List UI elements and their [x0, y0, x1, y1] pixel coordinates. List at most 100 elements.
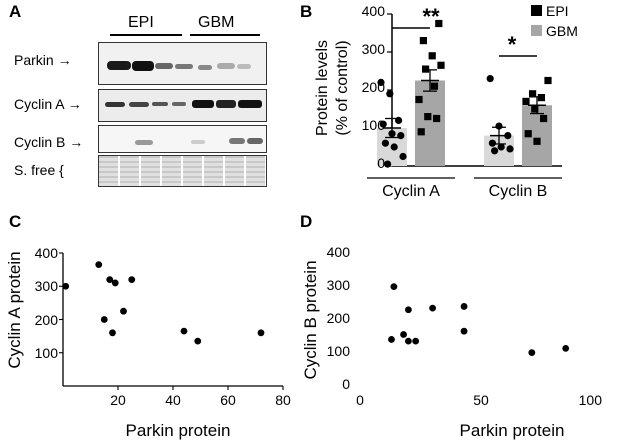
panel-label-d: D	[300, 212, 313, 231]
point-epi-1-0	[486, 75, 494, 83]
significance-label-0: **	[422, 4, 440, 29]
scatter-d-point-0	[388, 336, 395, 343]
scatter-d-xtick-label-0: 0	[356, 392, 364, 408]
scatter-c-point-2	[100, 316, 108, 323]
point-epi-0-3	[379, 120, 387, 128]
point-epi-0-5	[397, 132, 405, 140]
scatter-c-point-0	[62, 282, 70, 290]
point-epi-0-1	[386, 90, 394, 98]
scatter-c-xtick-label-1: 40	[165, 392, 181, 408]
scatter-c-point-4	[109, 329, 116, 337]
scatter-c-xtick-label-3: 80	[275, 392, 291, 408]
bar-category-label-1: Cyclin B	[489, 183, 548, 200]
blot-row-label-cyclin-a: Cyclin A →	[14, 96, 82, 112]
bar-gbm-1	[522, 105, 552, 166]
significance-label-1: *	[508, 32, 517, 57]
point-epi-1-1	[495, 122, 503, 130]
scatter-c-point-7	[128, 276, 136, 283]
blot-strip-s-free	[98, 155, 267, 187]
point-epi-1-6	[491, 147, 499, 155]
blot-row-label-s-free: S. free {	[14, 162, 64, 178]
legend-epi-label: EPI	[546, 3, 569, 19]
panel-label-a: A	[9, 2, 22, 21]
point-gbm-0-4	[422, 65, 430, 73]
scatter-c-x-axis-label: Parkin protein	[126, 421, 231, 440]
legend-epi-swatch	[531, 5, 542, 16]
scatter-d-point-7	[460, 303, 468, 310]
point-gbm-0-2	[428, 52, 436, 60]
point-gbm-1-6	[524, 130, 532, 138]
scatter-d-point-6	[429, 304, 436, 312]
bar-ytick-label-4: 400	[362, 3, 386, 19]
bar-category-label-0: Cyclin A	[382, 183, 440, 200]
scatter-c-point-10	[257, 329, 265, 337]
point-gbm-0-9	[417, 128, 425, 136]
point-gbm-1-5	[540, 114, 548, 123]
scatter-c-point-6	[120, 307, 127, 315]
scatter-d-y-axis-label: Cyclin B protein	[301, 260, 320, 379]
bar-epi-0	[377, 128, 407, 166]
point-gbm-0-3	[437, 61, 445, 69]
point-gbm-1-0	[544, 76, 552, 85]
point-gbm-1-7	[533, 137, 541, 145]
panel-label-b: B	[300, 2, 313, 21]
point-gbm-1-2	[537, 94, 545, 102]
point-epi-1-3	[488, 139, 496, 147]
scatter-c-point-3	[106, 276, 114, 283]
scatter-d-ytick-label-4: 400	[327, 244, 351, 260]
legend-gbm-swatch	[531, 25, 542, 36]
point-gbm-0-7	[424, 113, 432, 121]
blot-strip-parkin	[98, 42, 267, 85]
scatter-d-ytick-label-1: 100	[327, 343, 351, 359]
scatter-c-xtick-label-2: 60	[220, 392, 236, 408]
legend-gbm-label: GBM	[546, 23, 578, 39]
point-epi-0-4	[388, 130, 396, 138]
scatter-d-point-8	[460, 327, 468, 335]
blot-group-epi-label: EPI	[128, 14, 154, 31]
blot-strip-cyclin-b	[98, 125, 267, 153]
bar-gbm-0	[415, 80, 445, 166]
scatter-d-ytick-label-2: 200	[327, 310, 351, 326]
point-epi-0-8	[399, 152, 407, 161]
point-epi-0-9	[384, 160, 392, 168]
point-gbm-0-1	[419, 37, 427, 45]
bar-y-axis-label: Protein levels (% of control)	[314, 40, 351, 136]
gbm-group-line	[190, 34, 260, 36]
scatter-d-point-9	[528, 349, 536, 357]
scatter-d-point-3	[405, 337, 412, 345]
epi-group-line	[110, 34, 182, 36]
scatter-d-point-5	[412, 337, 420, 345]
scatter-c-ytick-label-1: 200	[35, 312, 59, 328]
blot-strip-cyclin-a	[98, 89, 267, 122]
point-gbm-1-4	[531, 105, 539, 113]
bar-ytick-label-1: 100	[362, 117, 386, 133]
scatter-d-ytick-label-3: 300	[327, 277, 351, 293]
bar-ytick-label-3: 300	[362, 41, 386, 57]
scatter-c-point-9	[194, 337, 202, 345]
blot-row-label-parkin: Parkin →	[14, 52, 72, 68]
point-epi-1-4	[497, 143, 505, 151]
scatter-d-point-1	[390, 283, 398, 291]
point-epi-0-0	[377, 78, 385, 86]
point-epi-0-2	[395, 116, 403, 124]
scatter-c-ytick-label-2: 300	[35, 278, 59, 294]
scatter-c-ytick-label-0: 100	[35, 345, 59, 361]
blot-group-gbm-label: GBM	[198, 14, 235, 31]
scatter-c-xtick-label-0: 20	[110, 392, 126, 408]
point-epi-0-7	[390, 143, 398, 151]
scatter-d-x-axis-label: Parkin protein	[460, 421, 565, 440]
scatter-c-point-5	[111, 279, 119, 287]
point-gbm-0-5	[430, 82, 438, 90]
scatter-d-ytick-label-0: 0	[342, 376, 350, 392]
point-epi-0-6	[381, 139, 389, 147]
scatter-d-xtick-label-2: 100	[579, 392, 603, 408]
point-gbm-1-3	[522, 97, 530, 105]
scatter-d-xtick-label-1: 50	[473, 392, 489, 408]
scatter-c-point-8	[180, 327, 188, 335]
scatter-d-point-2	[400, 331, 407, 338]
panel-label-c: C	[9, 212, 22, 231]
bar-ytick-label-0: 0	[377, 155, 385, 171]
point-gbm-1-1	[529, 90, 537, 98]
point-epi-1-2	[504, 132, 512, 140]
scatter-d-point-4	[405, 306, 412, 314]
